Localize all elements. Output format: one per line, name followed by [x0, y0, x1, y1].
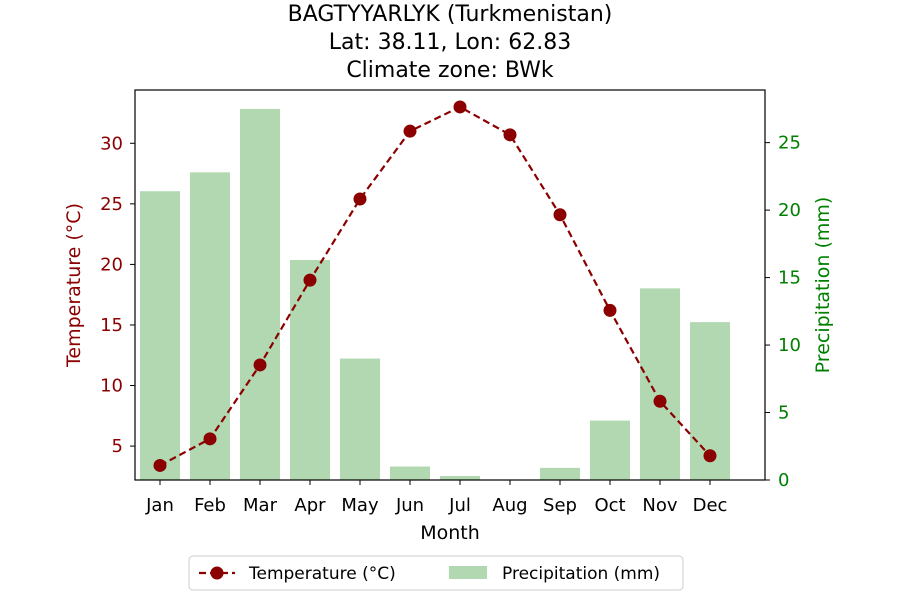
y-axis-left: 5 10 15 20 25 30 Temperature (°C) [63, 133, 135, 457]
x-tick-label: Dec [693, 495, 728, 516]
y-right-tick-label: 20 [778, 200, 801, 221]
y-right-tick-label: 5 [778, 403, 789, 424]
chart-title: BAGTYYARLYK (Turkmenistan) Lat: 38.11, Lo… [288, 2, 613, 83]
precipitation-bar-jul [440, 475, 480, 480]
temperature-point-sep [553, 208, 567, 222]
y-axis-right: 0 5 10 15 20 25 Precipitation (mm) [765, 133, 834, 491]
x-tick-label: Sep [543, 495, 577, 516]
y-left-tick-label: 20 [100, 254, 123, 275]
x-tick-label: Apr [294, 495, 326, 516]
temperature-point-jun [403, 124, 417, 138]
precipitation-bars [140, 108, 730, 481]
temperature-series-line [159, 105, 711, 467]
precipitation-bar-jan [140, 191, 180, 481]
legend-temperature-marker [210, 566, 224, 580]
y-right-tick-label: 0 [778, 470, 789, 491]
title-line: Lat: 38.11, Lon: 62.83 [329, 30, 571, 55]
legend-box [188, 555, 684, 591]
x-tick-label: Aug [492, 495, 527, 516]
temperature-point-dec [703, 449, 717, 463]
precipitation-bar-sep [540, 467, 580, 480]
x-tick-label: Feb [194, 495, 226, 516]
temperature-point-aug [503, 128, 517, 142]
x-tick-label: Mar [243, 495, 278, 516]
x-tick-label: May [341, 495, 379, 516]
temperature-point-nov [653, 394, 667, 408]
y-left-tick-label: 30 [100, 133, 123, 154]
title-line: Climate zone: BWk [346, 58, 554, 83]
x-tick-label: Jun [395, 495, 424, 516]
precipitation-bar-apr [290, 260, 330, 480]
temperature-point-oct [603, 303, 617, 317]
plot-frame [134, 89, 766, 481]
temperature-point-jul [453, 100, 467, 114]
temperature-point-feb [203, 432, 217, 446]
temperature-line [153, 100, 717, 472]
temperature-point-may [353, 192, 367, 206]
y-right-axis-label: Precipitation (mm) [812, 197, 834, 374]
legend: Temperature (°C) Precipitation (mm) [188, 555, 684, 591]
y-left-tick-label: 25 [100, 194, 123, 215]
y-left-tick-label: 5 [112, 436, 123, 457]
legend-precipitation-swatch [449, 566, 487, 579]
precipitation-bar-jun [390, 466, 430, 480]
title-line: BAGTYYARLYK (Turkmenistan) [288, 2, 613, 27]
precipitation-bar-mar [240, 108, 280, 480]
precipitation-bar-nov [640, 288, 680, 480]
legend-temperature-label: Temperature (°C) [248, 564, 396, 584]
precipitation-bar-oct [590, 420, 630, 480]
temperature-point-mar [253, 358, 267, 372]
precipitation-bar-may [340, 358, 380, 480]
y-right-tick-label: 25 [778, 133, 801, 154]
x-tick-label: Nov [642, 495, 677, 516]
x-axis-label: Month [420, 522, 480, 544]
y-right-tick-label: 10 [778, 335, 801, 356]
y-left-tick-label: 15 [100, 315, 123, 336]
x-tick-label: Oct [594, 495, 625, 516]
x-axis: Jan Feb Mar Apr May Jun Jul Aug Sep Oct Nov Dec Mont… [145, 480, 727, 544]
temperature-point-apr [303, 273, 317, 287]
y-left-axis-label: Temperature (°C) [63, 203, 85, 368]
y-right-tick-label: 15 [778, 268, 801, 289]
legend-precipitation-label: Precipitation (mm) [502, 564, 660, 584]
x-tick-label: Jul [448, 495, 471, 516]
precipitation-bar-feb [190, 172, 230, 480]
temperature-point-jan [153, 458, 167, 472]
y-left-tick-label: 10 [100, 376, 123, 397]
x-tick-label: Jan [145, 495, 174, 516]
